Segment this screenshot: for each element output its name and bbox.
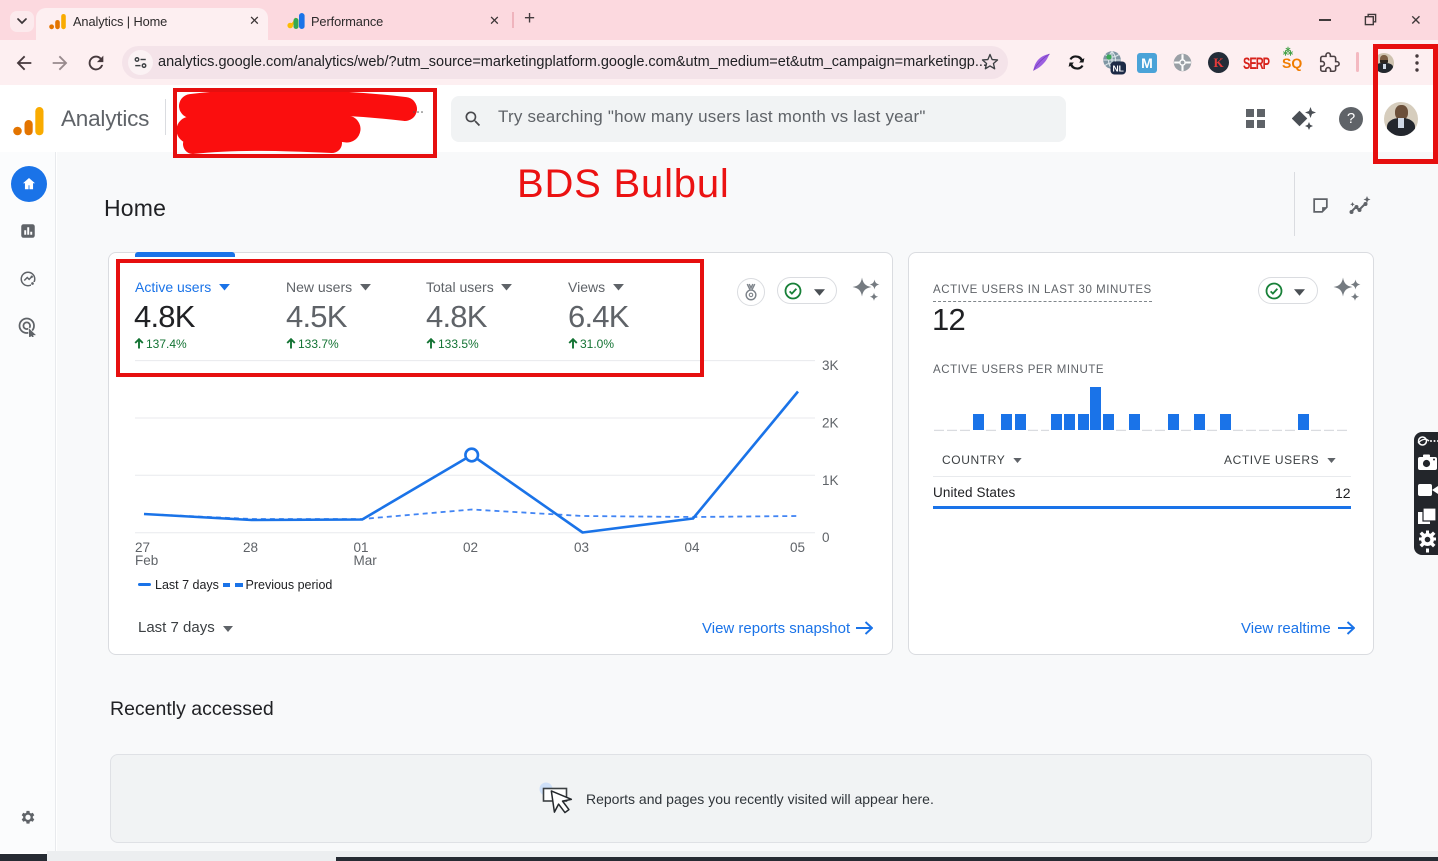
svg-text:04: 04 <box>685 540 701 555</box>
svg-text:Mar: Mar <box>354 553 378 568</box>
svg-text:28: 28 <box>243 540 258 555</box>
svg-text:Feb: Feb <box>135 553 158 568</box>
svg-text:03: 03 <box>574 540 589 555</box>
svg-text:1K: 1K <box>822 473 839 488</box>
svg-text:3K: 3K <box>822 358 839 373</box>
svg-text:27: 27 <box>135 540 150 555</box>
svg-text:0: 0 <box>822 530 830 545</box>
svg-text:02: 02 <box>463 540 478 555</box>
svg-text:2K: 2K <box>822 416 839 431</box>
svg-text:01: 01 <box>354 540 369 555</box>
svg-text:NL: NL <box>1113 64 1124 74</box>
svg-text:05: 05 <box>790 540 805 555</box>
